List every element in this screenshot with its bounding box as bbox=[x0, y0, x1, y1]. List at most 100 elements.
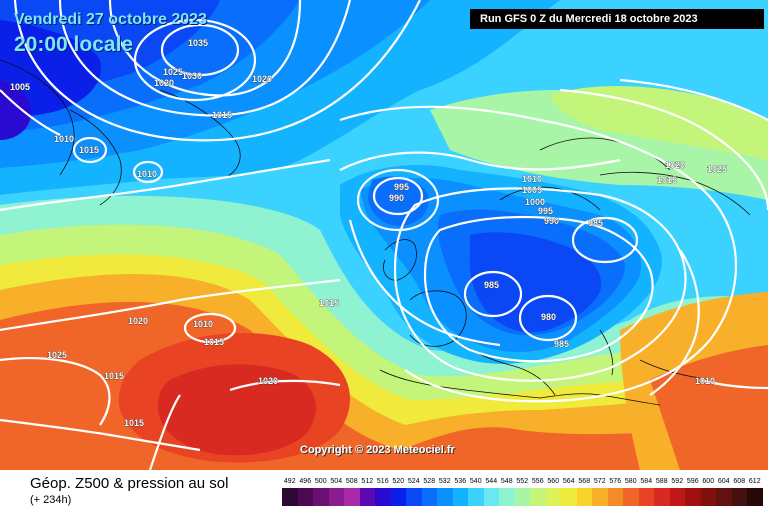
scale-tick-label: 580 bbox=[624, 478, 637, 485]
scale-tick-label: 608 bbox=[733, 478, 746, 485]
scale-tick-label: 596 bbox=[686, 478, 699, 485]
scale-tick-label: 548 bbox=[500, 478, 513, 485]
scale-tick-label: 532 bbox=[438, 478, 451, 485]
scale-tick-label: 492 bbox=[283, 478, 296, 485]
scale-swatch bbox=[700, 488, 716, 506]
isobar-label: 1015 bbox=[212, 110, 232, 120]
isobar-label: 1015 bbox=[204, 337, 224, 347]
scale-swatch bbox=[452, 488, 468, 506]
scale-tick-label: 552 bbox=[516, 478, 529, 485]
isobar-label: 1015 bbox=[124, 418, 144, 428]
isobar-label: 1010 bbox=[522, 174, 542, 184]
isobar-label: 985 bbox=[554, 339, 569, 349]
isobar-label: 1010 bbox=[137, 169, 157, 179]
isobar-label: 1030 bbox=[182, 71, 202, 81]
weather-map: 1035 1030 1025 1020 1020 1005 1015 1010 … bbox=[0, 0, 768, 470]
scale-swatch bbox=[282, 488, 298, 506]
scale-swatch bbox=[328, 488, 344, 506]
isobar-label: 1020 bbox=[258, 376, 278, 386]
scale-swatch bbox=[468, 488, 484, 506]
isobar-label: 990 bbox=[389, 193, 404, 203]
isobar-label: 1010 bbox=[695, 376, 715, 386]
scale-tick-label: 512 bbox=[361, 478, 374, 485]
scale-swatch bbox=[731, 488, 747, 506]
scale-swatch bbox=[530, 488, 546, 506]
scale-swatch bbox=[514, 488, 530, 506]
isobar-label: 1005 bbox=[522, 185, 542, 195]
isobar-label: 1020 bbox=[252, 74, 272, 84]
scale-swatch bbox=[545, 488, 561, 506]
scale-swatch bbox=[576, 488, 592, 506]
scale-swatch bbox=[344, 488, 360, 506]
scale-swatch bbox=[390, 488, 406, 506]
isobar-label: 1010 bbox=[193, 319, 213, 329]
isobar-label: 1020 bbox=[665, 160, 685, 170]
scale-swatch bbox=[359, 488, 375, 506]
scale-tick-label: 612 bbox=[748, 478, 761, 485]
scale-tick-label: 584 bbox=[640, 478, 653, 485]
copyright-notice: Copyright © 2023 Meteociel.fr bbox=[300, 444, 455, 456]
isobar-label: 990 bbox=[544, 216, 559, 226]
isobar-label: 1010 bbox=[54, 134, 74, 144]
scale-tick-label: 560 bbox=[547, 478, 560, 485]
scale-swatch bbox=[561, 488, 577, 506]
scale-tick-label: 520 bbox=[392, 478, 405, 485]
scale-tick-label: 508 bbox=[345, 478, 358, 485]
scale-swatch bbox=[638, 488, 654, 506]
map-title: Géop. Z500 & pression au sol bbox=[30, 475, 229, 492]
isobar-label: 1015 bbox=[79, 145, 99, 155]
scale-tick-label: 536 bbox=[454, 478, 467, 485]
isobar-label: 1000 bbox=[525, 197, 545, 207]
scale-tick-label: 524 bbox=[407, 478, 420, 485]
scale-tick-label: 504 bbox=[330, 478, 343, 485]
scale-swatch bbox=[313, 488, 329, 506]
scale-swatch bbox=[592, 488, 608, 506]
scale-swatch bbox=[623, 488, 639, 506]
scale-tick-label: 600 bbox=[702, 478, 715, 485]
scale-swatch bbox=[297, 488, 313, 506]
isobar-label: 995 bbox=[538, 206, 553, 216]
scale-swatch bbox=[716, 488, 732, 506]
isobar-label: 1005 bbox=[10, 82, 30, 92]
scale-swatch bbox=[607, 488, 623, 506]
isobar-label: 1015 bbox=[657, 175, 677, 185]
isobar-labels: 1035 1030 1025 1020 1020 1005 1015 1010 … bbox=[10, 38, 728, 429]
scale-swatch bbox=[685, 488, 701, 506]
forecast-date: Vendredi 27 octobre 2023 bbox=[14, 11, 207, 28]
scale-swatch bbox=[747, 488, 763, 506]
isobar-label: 1020 bbox=[128, 316, 148, 326]
scale-tick-label: 500 bbox=[314, 478, 327, 485]
isobar-lines bbox=[0, 0, 768, 470]
scale-tick-label: 496 bbox=[299, 478, 312, 485]
scale-tick-label: 588 bbox=[655, 478, 668, 485]
isobar-label: 980 bbox=[541, 312, 556, 322]
isobar-label: 1035 bbox=[188, 38, 208, 48]
scale-swatch bbox=[483, 488, 499, 506]
scale-swatch bbox=[499, 488, 515, 506]
isobar-label: 1020 bbox=[154, 78, 174, 88]
forecast-time: 20:00 locale bbox=[14, 33, 134, 56]
scale-tick-label: 568 bbox=[578, 478, 591, 485]
scale-tick-label: 576 bbox=[609, 478, 622, 485]
isobar-label: 1015 bbox=[319, 298, 339, 308]
isobar-label: 1025 bbox=[163, 67, 183, 77]
run-info: Run GFS 0 Z du Mercredi 18 octobre 2023 bbox=[470, 9, 764, 29]
scale-swatch bbox=[669, 488, 685, 506]
scale-tick-label: 572 bbox=[593, 478, 606, 485]
scale-swatch bbox=[437, 488, 453, 506]
scale-swatch bbox=[406, 488, 422, 506]
scale-swatch bbox=[375, 488, 391, 506]
scale-tick-label: 544 bbox=[485, 478, 498, 485]
scale-swatch bbox=[654, 488, 670, 506]
scale-tick-label: 564 bbox=[562, 478, 575, 485]
isobar-label: 995 bbox=[394, 182, 409, 192]
scale-tick-label: 528 bbox=[423, 478, 436, 485]
forecast-lead-time: (+ 234h) bbox=[30, 494, 72, 506]
scale-tick-label: 592 bbox=[671, 478, 684, 485]
geopotential-field: 1035 1030 1025 1020 1020 1005 1015 1010 … bbox=[0, 0, 768, 470]
isobar-label: 985 bbox=[588, 218, 603, 228]
isobar-label: 1025 bbox=[707, 164, 727, 174]
scale-tick-label: 516 bbox=[376, 478, 389, 485]
scale-tick-label: 540 bbox=[469, 478, 482, 485]
isobar-label: 1025 bbox=[47, 350, 67, 360]
